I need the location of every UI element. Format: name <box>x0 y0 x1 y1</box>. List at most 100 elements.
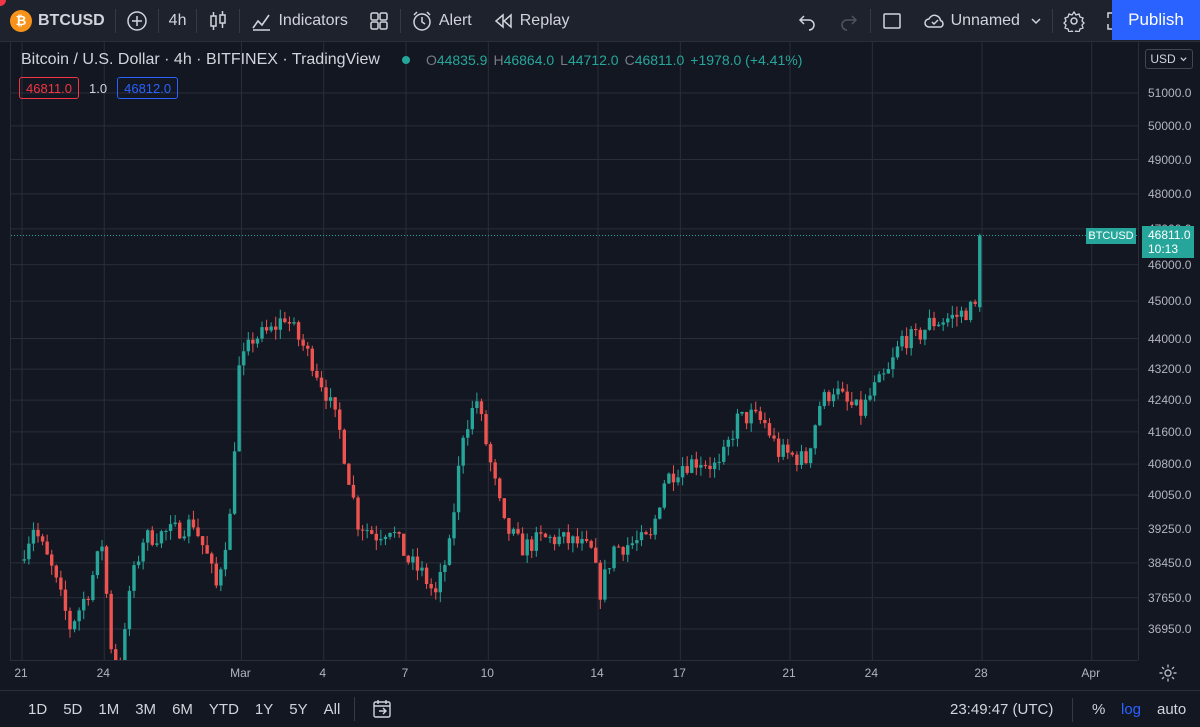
interval-button[interactable]: 4h <box>168 11 187 29</box>
auto-toggle[interactable]: auto <box>1157 701 1187 718</box>
candle-body <box>594 547 598 563</box>
buy-button[interactable]: 46812.0 <box>117 77 179 99</box>
candle-body <box>95 551 100 576</box>
candle <box>333 396 337 418</box>
candle <box>662 480 667 510</box>
sell-button[interactable]: 46811.0 <box>19 77 80 99</box>
candle <box>927 309 932 331</box>
candle-body <box>200 536 205 546</box>
candle <box>594 538 598 564</box>
publish-button[interactable]: Publish <box>1112 0 1200 40</box>
candle-body <box>493 462 497 479</box>
fullscreen-square-button[interactable] <box>871 0 913 42</box>
candle-body <box>840 388 845 392</box>
candle-body <box>237 365 241 452</box>
clock-label[interactable]: 23:49:47 (UTC) <box>950 701 1054 718</box>
candle-body <box>511 529 516 534</box>
candle <box>498 477 502 502</box>
time-tick-label: 28 <box>974 666 988 680</box>
candle <box>168 515 173 540</box>
replay-button[interactable]: Replay <box>482 0 580 42</box>
price-tick-label: 39250.0 <box>1148 521 1192 536</box>
log-toggle[interactable]: log <box>1121 701 1142 718</box>
candle-body <box>45 541 49 555</box>
candle <box>676 469 680 486</box>
candle-body <box>214 563 218 586</box>
range-button-all[interactable]: All <box>323 700 341 718</box>
range-button-1d[interactable]: 1D <box>28 700 48 718</box>
legend-close: C46811.0 <box>625 52 685 68</box>
candle <box>475 392 479 414</box>
candle-body <box>964 310 968 321</box>
layout-name-label: Unnamed <box>950 11 1020 29</box>
range-button-1m[interactable]: 1M <box>98 700 120 718</box>
candle-body <box>324 387 328 401</box>
candle-body <box>548 536 552 538</box>
candle-body <box>850 401 854 406</box>
range-button-3m[interactable]: 3M <box>135 700 157 718</box>
candle <box>827 390 831 406</box>
candle <box>22 550 26 564</box>
settings-button[interactable] <box>1053 0 1095 42</box>
legend-change-value: +1978.0 (+4.41%) <box>690 52 803 68</box>
toolbar-divider <box>196 8 198 33</box>
candle-body <box>246 339 250 352</box>
candle-body <box>406 555 411 563</box>
candle-body <box>662 483 667 508</box>
range-button-1y[interactable]: 1Y <box>254 700 274 718</box>
candle <box>740 411 744 416</box>
candle <box>936 321 941 327</box>
candle <box>228 508 232 551</box>
candle-body <box>717 461 721 463</box>
currency-select[interactable]: USD <box>1145 49 1193 69</box>
indicators-button[interactable]: Indicators <box>240 0 357 42</box>
chart-pane[interactable] <box>10 42 1139 694</box>
candle-body <box>114 649 118 667</box>
candle-body <box>941 322 945 325</box>
price-tick-label: 42400.0 <box>1148 393 1192 408</box>
candle <box>872 375 877 402</box>
range-button-6m[interactable]: 6M <box>172 700 193 718</box>
range-button-5y[interactable]: 5Y <box>289 700 308 718</box>
range-button-5d[interactable]: 5D <box>63 700 83 718</box>
compare-symbol-button[interactable] <box>116 0 158 42</box>
candle-body <box>520 533 525 556</box>
last-price-label: 46811.0 10:13 <box>1142 226 1194 258</box>
layout-name-button[interactable]: Unnamed <box>913 0 1052 42</box>
time-axis[interactable] <box>10 660 1138 686</box>
candle-body <box>831 394 836 402</box>
candle-body <box>744 412 749 424</box>
candle-body <box>155 543 159 545</box>
price-axis[interactable] <box>1138 42 1200 660</box>
candle-body <box>443 564 447 572</box>
candle-body <box>776 438 781 457</box>
candle-body <box>836 388 840 395</box>
candle <box>575 528 580 548</box>
alert-button[interactable]: Alert <box>401 0 482 42</box>
candle <box>968 300 973 323</box>
price-tick-label: 44000.0 <box>1148 331 1192 346</box>
templates-button[interactable] <box>358 0 400 42</box>
candle-body <box>456 465 461 513</box>
candle <box>406 554 411 565</box>
redo-button[interactable] <box>828 0 870 42</box>
candle <box>488 441 493 472</box>
candle-body <box>310 348 315 371</box>
candle-body <box>950 314 955 319</box>
candle-body <box>932 317 936 327</box>
legend-low: L44712.0 <box>560 52 618 68</box>
candle <box>210 551 214 574</box>
candle <box>671 465 676 492</box>
candlestick-chart[interactable] <box>11 42 1139 694</box>
candle-body <box>127 590 132 630</box>
candle-body <box>242 351 246 366</box>
goto-date-icon[interactable] <box>371 698 393 720</box>
axis-settings-icon[interactable] <box>1158 663 1178 683</box>
candle <box>786 438 790 460</box>
undo-button[interactable] <box>786 0 828 42</box>
symbol-search-button[interactable]: ₿ BTCUSD <box>0 0 115 42</box>
range-button-ytd[interactable]: YTD <box>208 700 239 718</box>
percent-toggle[interactable]: % <box>1092 701 1106 718</box>
chart-type-button[interactable] <box>197 0 239 42</box>
candle <box>91 570 95 602</box>
